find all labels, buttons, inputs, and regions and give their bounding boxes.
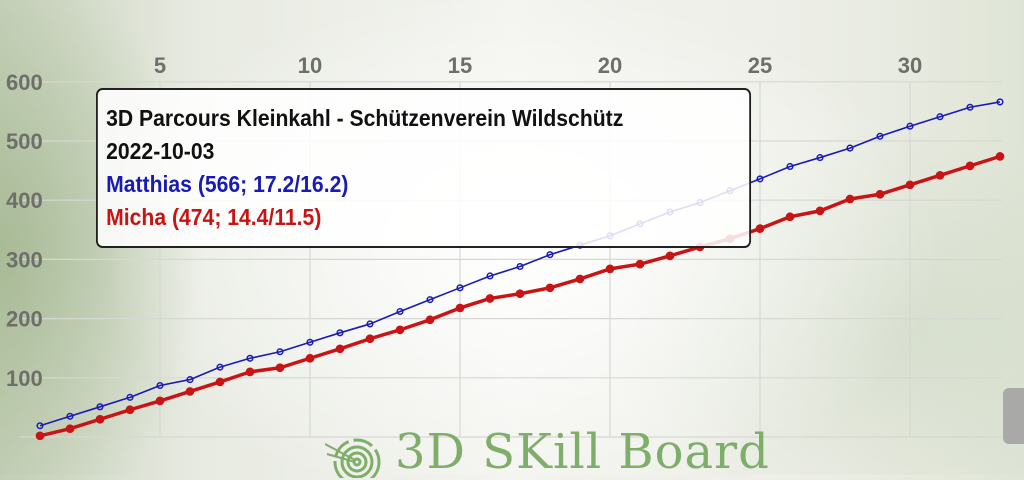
data-point [35,431,45,441]
data-point [516,262,524,271]
data-point [815,206,825,216]
data-point [186,376,194,384]
chart-date: 2022-10-03 [106,138,215,164]
data-point [395,325,405,335]
data-point [936,113,944,121]
data-point [155,396,165,406]
series-line [39,101,1001,427]
data-point [485,294,495,303]
y-tick-label: 300 [6,247,43,272]
data-point [425,315,435,325]
chart-title: 3D Parcours Kleinkahl - Schützenverein W… [106,105,624,131]
data-point [935,170,945,180]
data-point [66,412,74,420]
data-point [396,307,404,316]
data-point [785,212,795,222]
data-point [846,144,854,152]
logo: 3D SKill Board [325,428,770,478]
data-point [215,377,225,387]
data-point [816,154,824,162]
data-point [366,320,374,328]
data-point [335,344,345,354]
x-axis-ticks: 5 10 15 20 25 30 [154,53,922,78]
chart-legend: 3D Parcours Kleinkahl - Schützenverein W… [96,88,752,248]
data-point [156,381,164,390]
data-point [965,161,975,171]
data-point [336,329,344,337]
data-point [456,284,464,292]
y-tick-label: 200 [6,307,43,332]
y-axis-ticks: 100 200 300 400 500 600 [6,70,43,391]
data-point [455,303,465,313]
data-point [125,405,135,415]
data-point [906,122,914,130]
data-point [246,354,254,362]
data-point [515,289,525,299]
data-point [755,224,765,233]
data-point [996,98,1004,106]
y-tick-label: 500 [6,129,43,154]
data-point [426,296,434,304]
data-point [635,259,645,269]
data-point [276,348,284,356]
data-point [65,424,75,434]
data-point [486,272,494,280]
data-point [95,414,105,424]
data-point [36,422,44,430]
data-point [905,180,915,190]
data-point [756,175,764,183]
x-tick-label: 30 [898,53,922,78]
series-micha [35,152,1005,441]
data-point [546,251,554,259]
data-point [245,367,255,377]
y-tick-label: 100 [6,366,43,391]
data-point [575,274,585,284]
data-point [966,103,974,111]
y-tick-label: 600 [6,70,43,95]
x-tick-label: 15 [448,53,472,78]
data-point [605,264,615,274]
data-point [365,334,375,344]
data-point [786,162,794,171]
data-point [216,363,224,371]
data-point [306,338,314,346]
x-tick-label: 20 [598,53,622,78]
legend-entry-matthias: Matthias (566; 17.2/16.2) [106,171,349,197]
logo-text: 3D SKill Board [395,424,770,480]
legend-entry-micha: Micha (474; 14.4/11.5) [106,204,322,230]
y-tick-label: 400 [6,188,43,213]
data-point [545,283,555,293]
series-layer [35,98,1005,441]
x-tick-label: 10 [298,53,322,78]
scroll-handle[interactable] [1003,388,1024,444]
x-tick-label: 5 [154,53,166,78]
x-tick-label: 25 [748,53,772,78]
data-point [845,194,855,204]
data-point [305,353,315,363]
data-point [96,403,104,411]
data-point [185,387,195,396]
data-point [995,152,1005,161]
data-point [275,363,285,373]
data-point [665,251,675,261]
data-point [875,189,885,199]
target-logo-icon [325,438,381,478]
data-point [876,132,884,140]
data-point [126,393,134,401]
